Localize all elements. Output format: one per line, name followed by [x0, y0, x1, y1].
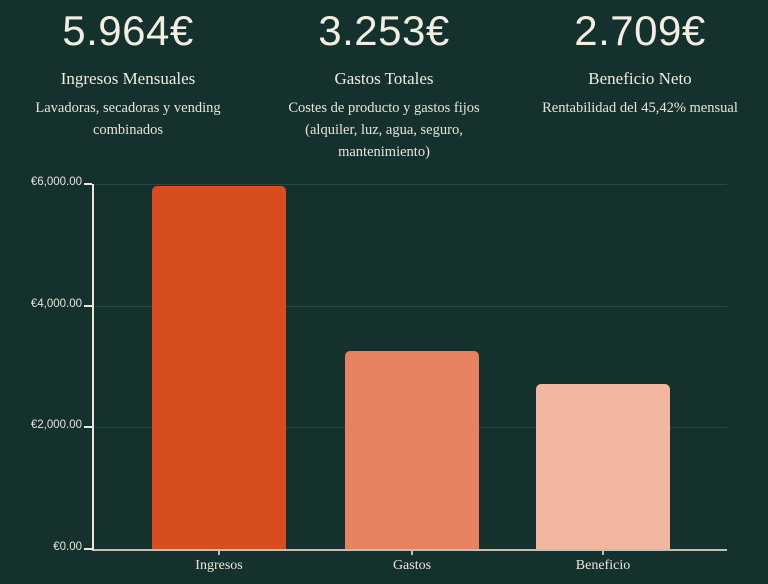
stat-title-ingresos: Ingresos Mensuales: [60, 69, 196, 88]
gridline-6000: [94, 184, 727, 185]
stat-value-gastos: 3.253€: [318, 7, 450, 54]
y-tick-label-4000: €4,000.00: [30, 297, 82, 310]
y-tick-label-0: €0.00: [53, 541, 82, 553]
stat-title-gastos: Gastos Totales: [334, 69, 434, 88]
bar-chart-plot-area: €6,000.00 €4,000.00 €2,000.00 €0.00 Ingr…: [31, 176, 727, 573]
stat-subtitle-ingresos: Lavadoras, secadoras y vending combinado…: [35, 100, 221, 138]
x-tick-mark-gastos: [411, 549, 413, 555]
stats-row: 5.964€ Ingresos Mensuales Lavadoras, sec…: [0, 0, 768, 163]
y-tick-mark-6000: [84, 183, 92, 185]
bar-ingresos: [152, 186, 286, 549]
stat-subtitle-beneficio: Rentabilidad del 45,42% mensual: [542, 100, 738, 116]
bar-beneficio: [536, 384, 670, 549]
bar-gastos: [345, 351, 479, 549]
x-axis-label-gastos: Gastos: [392, 558, 432, 573]
x-axis-label-beneficio: Beneficio: [575, 558, 631, 573]
x-tick-mark-beneficio: [602, 549, 604, 555]
y-tick-mark-2000: [84, 426, 92, 429]
y-tick-mark-0: [84, 548, 92, 550]
stat-ingresos-mensuales: 5.964€ Ingresos Mensuales Lavadoras, sec…: [0, 0, 256, 163]
y-tick-label-2000: €2,000.00: [30, 419, 82, 432]
stat-value-ingresos: 5.964€: [62, 7, 194, 54]
stat-title-beneficio: Beneficio Neto: [588, 69, 692, 88]
y-tick-mark-4000: [84, 304, 92, 307]
x-axis-label-ingresos: Ingresos: [195, 558, 243, 573]
stat-subtitle-gastos: Costes de producto y gastos fijos (alqui…: [288, 100, 480, 160]
x-tick-mark-ingresos: [218, 549, 220, 555]
stat-beneficio-neto: 2.709€ Beneficio Neto Rentabilidad del 4…: [512, 0, 768, 163]
gridline-4000: [94, 305, 727, 307]
stat-value-beneficio: 2.709€: [574, 7, 706, 54]
y-tick-label-6000: €6,000.00: [30, 176, 82, 188]
stat-gastos-totales: 3.253€ Gastos Totales Costes de producto…: [256, 0, 512, 163]
